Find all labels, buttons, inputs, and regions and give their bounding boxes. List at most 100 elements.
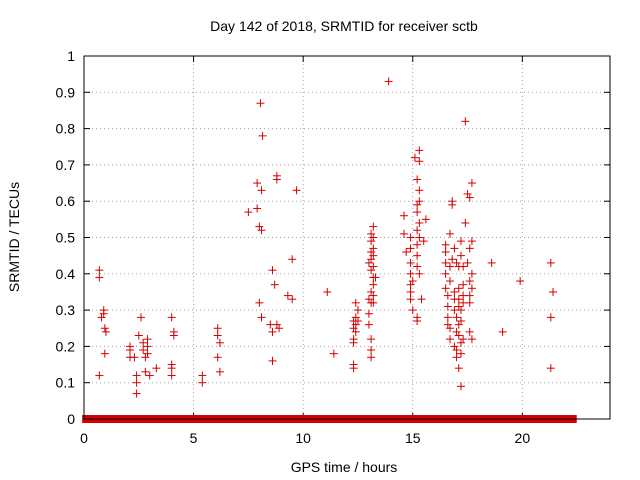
data-point [467,237,476,246]
data-point [152,364,161,373]
data-point [467,269,476,278]
y-tick-label: 1 [67,48,75,64]
data-point [283,291,292,300]
data-point [367,335,376,344]
data-point [465,291,474,300]
y-tick-label: 0 [67,411,75,427]
data-point [369,262,378,271]
data-point [406,233,415,242]
data-point [546,364,555,373]
data-point [99,309,108,318]
x-tick-label: 0 [80,430,88,446]
data-point [369,222,378,231]
y-tick-label: 0.7 [56,157,76,173]
y-tick-label: 0.2 [56,338,76,354]
data-point [364,320,373,329]
data-point [198,378,207,387]
data-points [95,77,558,398]
data-point [454,320,463,329]
data-point [454,302,463,311]
data-point [413,251,422,260]
data-point [456,251,465,260]
data-point [369,298,378,307]
data-point [167,313,176,322]
data-point [213,331,222,340]
data-point [443,302,452,311]
data-point [143,342,152,351]
x-tick-labels: 0 5 10 15 20 [80,430,530,446]
data-point [136,313,145,322]
data-point [408,306,417,315]
data-point [257,186,266,195]
data-point [353,316,362,325]
data-point [100,349,109,358]
data-point [167,371,176,380]
data-point [465,298,474,307]
data-point [139,346,148,355]
data-point [546,313,555,322]
data-point [406,269,415,278]
data-point [367,255,376,264]
y-tick-label: 0.5 [56,230,76,246]
data-point [456,237,465,246]
data-point [456,306,465,315]
data-point [143,349,152,358]
data-point [456,338,465,347]
data-point [413,226,422,235]
data-point [130,353,139,362]
data-point [415,197,424,206]
data-point [415,186,424,195]
data-point [415,233,424,242]
data-point [369,244,378,253]
data-point [95,273,104,282]
data-point [367,346,376,355]
axis-ticks [83,55,610,420]
x-tick-label: 5 [190,430,198,446]
data-point [213,324,222,333]
data-point [255,222,264,231]
data-point [454,364,463,373]
data-point [253,179,262,188]
data-point [258,131,267,140]
data-point [132,378,141,387]
data-point [145,371,154,380]
data-point [465,244,474,253]
data-point [367,353,376,362]
data-point [459,280,468,289]
y-tick-label: 0.9 [56,84,76,100]
data-point [441,269,450,278]
data-point [467,179,476,188]
data-point [413,316,422,325]
data-point [272,175,281,184]
data-point [132,389,141,398]
data-point [288,295,297,304]
y-tick-label: 0.8 [56,121,76,137]
y-tick-labels: 0 0.1 0.2 0.3 0.4 0.5 0.6 0.7 0.8 0.9 1 [56,48,76,427]
data-point [419,237,428,246]
data-point [441,284,450,293]
data-point [351,320,360,329]
data-point [97,313,106,322]
data-point [406,295,415,304]
data-point [367,229,376,238]
data-point [498,327,507,336]
data-point [461,218,470,227]
data-point [288,255,297,264]
data-point [255,298,264,307]
data-point [467,335,476,344]
data-point [450,342,459,351]
data-point [268,356,277,365]
data-point [465,193,474,202]
data-point [415,269,424,278]
data-point [448,255,457,264]
y-tick-label: 0.3 [56,302,76,318]
data-point [413,208,422,217]
data-point [169,331,178,340]
data-point [402,248,411,257]
data-point [413,240,422,249]
data-point [459,335,468,344]
data-point [367,248,376,257]
data-point [456,382,465,391]
plot-frame [83,55,611,420]
data-point [364,295,373,304]
